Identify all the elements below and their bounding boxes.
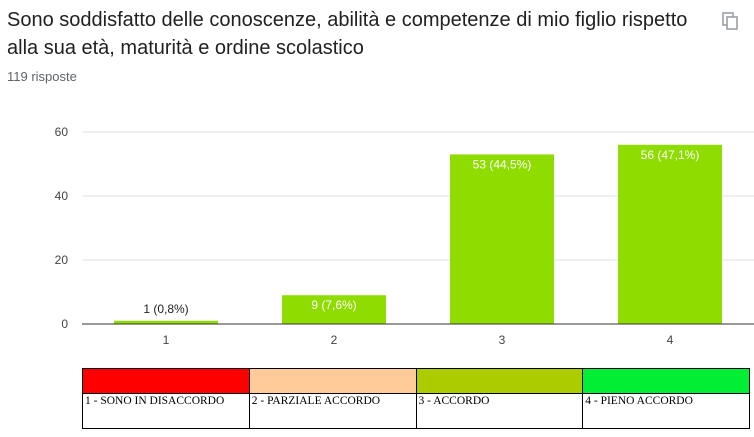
- legend-label-3: 3 - ACCORDO: [415, 393, 584, 429]
- bar: [282, 295, 386, 324]
- question-title: Sono soddisfatto delle conoscenze, abili…: [7, 9, 688, 59]
- legend-swatch-2: [248, 368, 417, 394]
- data-label: 1 (0,8%): [143, 302, 188, 316]
- data-label: 9 (7,6%): [311, 298, 356, 312]
- legend-label-1: 1 - SONO IN DISACCORDO: [82, 393, 250, 429]
- x-tick-label: 2: [331, 333, 338, 347]
- x-tick-label: 3: [499, 333, 506, 347]
- bar: [618, 144, 722, 324]
- legend-table: 1 - SONO IN DISACCORDO 2 - PARZIALE ACCO…: [82, 368, 750, 429]
- legend-swatch-3: [415, 368, 584, 394]
- response-count: 119 risposte: [7, 69, 77, 84]
- bar-chart: 0 20 40 60 1 (0,8%) 1 9 (7,6%) 2 53 (44,5%) 3 56 (…: [55, 125, 754, 347]
- legend-label-4: 4 - PIENO ACCORDO: [582, 393, 750, 429]
- data-label: 56 (47,1%): [641, 148, 700, 162]
- data-label: 53 (44,5%): [473, 157, 532, 171]
- y-tick-label: 20: [55, 253, 69, 267]
- bar: [114, 320, 218, 324]
- legend-swatch-1: [82, 368, 250, 394]
- legend-label-2: 2 - PARZIALE ACCORDO: [248, 393, 417, 429]
- bar: [450, 154, 554, 324]
- y-tick-label: 0: [61, 317, 68, 331]
- copy-icon[interactable]: [722, 12, 738, 30]
- y-tick-label: 60: [55, 125, 69, 139]
- x-tick-label: 1: [163, 333, 170, 347]
- x-tick-label: 4: [667, 333, 674, 347]
- y-tick-label: 40: [55, 189, 69, 203]
- legend-swatch-4: [582, 368, 750, 394]
